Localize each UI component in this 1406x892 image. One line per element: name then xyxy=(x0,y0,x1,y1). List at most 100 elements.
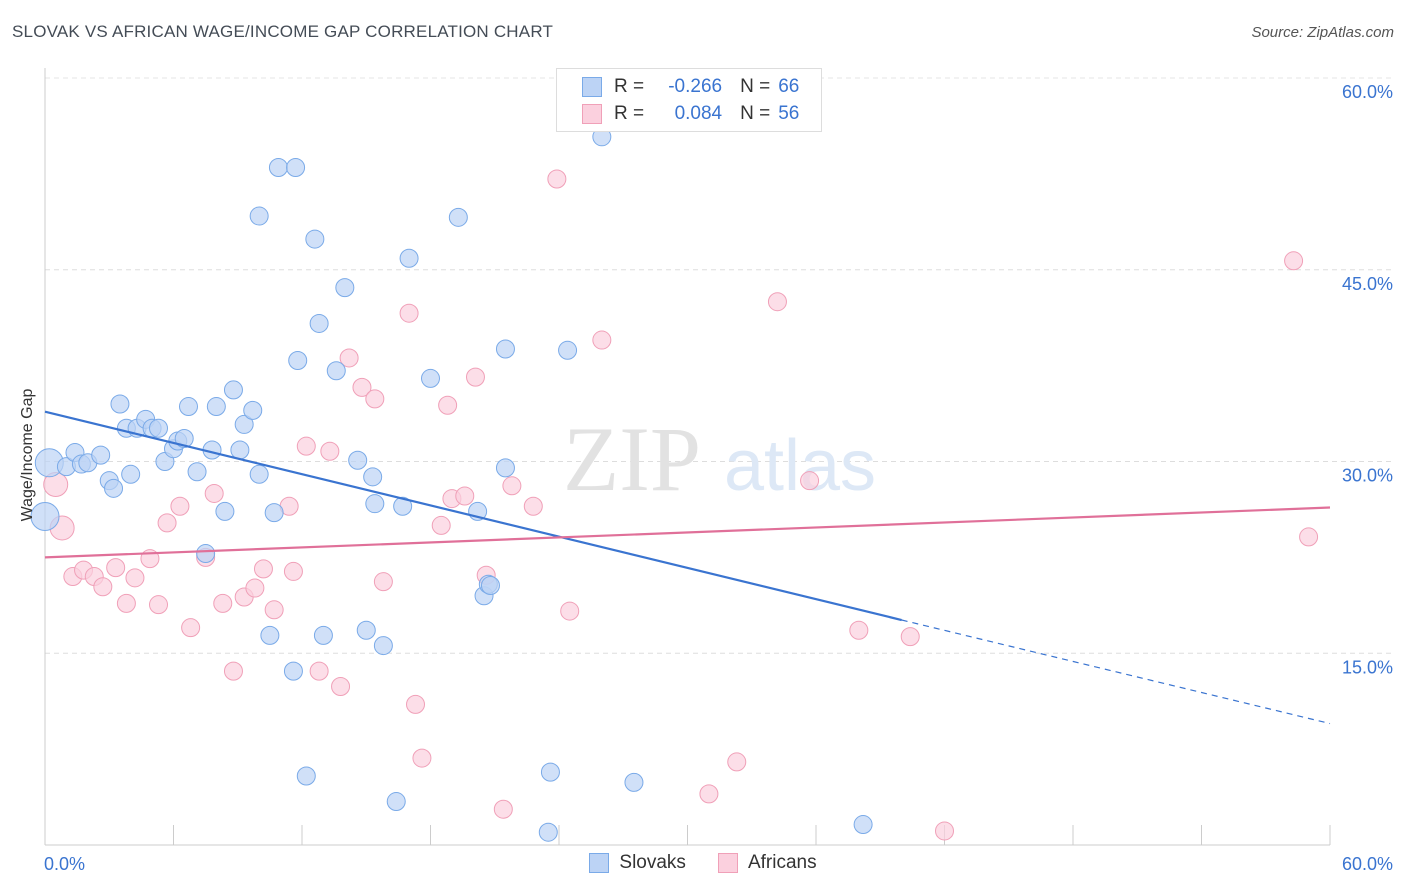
african-point xyxy=(438,395,458,415)
african-point xyxy=(412,748,432,768)
african-point xyxy=(455,486,475,506)
african-trend-line xyxy=(44,506,1331,559)
african-point xyxy=(1284,251,1304,271)
african-point xyxy=(149,595,169,615)
african-point xyxy=(493,799,513,819)
african-point xyxy=(399,303,419,323)
slovaks-label: Slovaks xyxy=(619,852,686,873)
legend-r-value: 0.084 xyxy=(674,103,723,124)
african-point xyxy=(331,676,351,696)
slovak-point xyxy=(326,361,346,381)
slovak-point xyxy=(365,494,385,514)
african-points xyxy=(43,169,1319,841)
slovak-point xyxy=(335,278,355,298)
slovak-point xyxy=(104,478,124,498)
slovak-point xyxy=(196,544,216,564)
slovak-point xyxy=(495,339,515,359)
african-point xyxy=(352,377,372,397)
x-tick-label-min: 0.0% xyxy=(44,854,85,874)
african-point xyxy=(699,784,719,804)
slovak-point xyxy=(206,397,226,417)
slovak-point xyxy=(283,661,303,681)
african-point xyxy=(547,169,567,189)
series-legend-africans[interactable]: Africans xyxy=(717,852,817,874)
slovak-point xyxy=(399,248,419,268)
series-legend-slovaks[interactable]: Slovaks xyxy=(589,852,686,874)
slovak-point xyxy=(480,575,500,595)
legend-row-slovaks: R = -0.266 N = 66 xyxy=(582,75,799,99)
african-point xyxy=(170,496,190,516)
african-point xyxy=(339,348,359,368)
african-point xyxy=(93,577,113,597)
slovak-point xyxy=(393,496,413,516)
watermark: ZIP atlas xyxy=(563,408,876,510)
slovak-point xyxy=(356,620,376,640)
source-label: Source: ZipAtlas.com xyxy=(1251,24,1394,41)
slovak-point xyxy=(296,766,316,786)
slovak-trend-extension xyxy=(901,619,1331,725)
slovak-point xyxy=(234,414,254,434)
african-point xyxy=(406,694,426,714)
slovak-point xyxy=(448,207,468,227)
african-point xyxy=(253,559,273,579)
african-point xyxy=(204,483,224,503)
african-point xyxy=(157,513,177,533)
y-tick-label: 60.0% xyxy=(1342,82,1393,102)
correlation-legend: R = -0.266 N = 66 R = 0.084 N = 56 xyxy=(556,68,822,132)
x-tick-label-max: 60.0% xyxy=(1342,854,1393,874)
african-point xyxy=(465,367,485,387)
african-point xyxy=(309,661,329,681)
african-point xyxy=(767,292,787,312)
legend-r-label: R = xyxy=(614,76,645,97)
slovak-point xyxy=(313,625,333,645)
legend-n-value: 66 xyxy=(778,76,800,97)
slovak-point xyxy=(373,636,393,656)
y-tick-label: 30.0% xyxy=(1342,466,1393,486)
slovak-point xyxy=(174,428,194,448)
african-point xyxy=(116,593,136,613)
slovak-point xyxy=(305,229,325,249)
slovak-point xyxy=(363,467,383,487)
y-axis-label: Wage/Income Gap xyxy=(19,388,36,522)
slovak-point xyxy=(243,400,263,420)
african-point xyxy=(223,661,243,681)
africans-label: Africans xyxy=(747,852,817,873)
slovak-point xyxy=(178,397,198,417)
slovak-point xyxy=(538,822,558,842)
slovak-point xyxy=(110,394,130,414)
slovak-point xyxy=(249,464,269,484)
african-point xyxy=(800,471,820,491)
african-point xyxy=(106,558,126,578)
slovak-point xyxy=(288,351,308,371)
trend-lines xyxy=(44,410,1331,725)
legend-r-value: -0.266 xyxy=(668,76,723,97)
slovak-point xyxy=(853,815,873,835)
slovak-point xyxy=(264,503,284,523)
african-point xyxy=(502,476,522,496)
african-point xyxy=(560,601,580,621)
africans-swatch xyxy=(717,853,738,873)
chart-title: SLOVAK VS AFRICAN WAGE/INCOME GAP CORREL… xyxy=(12,22,554,41)
legend-n-value: 56 xyxy=(778,103,800,124)
y-tick-label: 15.0% xyxy=(1342,657,1393,677)
legend-row-africans: R = 0.084 N = 56 xyxy=(582,102,799,126)
slovak-point xyxy=(91,445,111,465)
african-point xyxy=(373,572,393,592)
watermark-atlas: atlas xyxy=(724,426,876,506)
grid-lines xyxy=(45,77,1395,654)
slovak-point xyxy=(30,501,60,531)
african-point xyxy=(365,389,385,409)
watermark-zip: ZIP xyxy=(563,408,701,510)
slovak-point xyxy=(386,792,406,812)
african-point xyxy=(900,627,920,647)
slovak-point xyxy=(348,450,368,470)
african-point xyxy=(935,821,954,841)
slovak-point xyxy=(223,380,243,400)
african-point xyxy=(1299,527,1319,547)
slovak-point xyxy=(249,206,269,226)
slovaks-swatch xyxy=(589,853,610,873)
legend-swatch-africans xyxy=(582,104,602,124)
african-point xyxy=(523,496,543,516)
slovak-point xyxy=(540,762,560,782)
slovak-point xyxy=(121,464,141,484)
